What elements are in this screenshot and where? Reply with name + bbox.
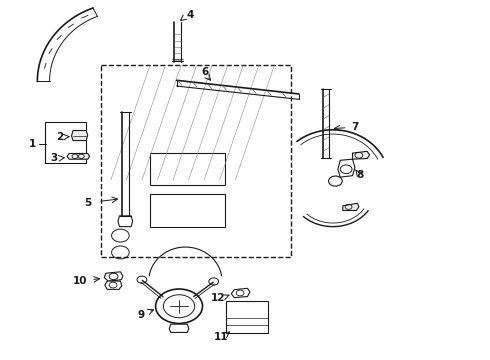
Bar	[45, 122, 86, 163]
Circle shape	[329, 176, 342, 186]
Polygon shape	[169, 324, 189, 332]
Polygon shape	[67, 153, 90, 159]
Polygon shape	[105, 281, 122, 289]
Polygon shape	[338, 159, 355, 177]
Text: 7: 7	[351, 122, 359, 132]
Bar	[150, 194, 225, 226]
Bar	[226, 301, 268, 333]
Polygon shape	[352, 151, 369, 159]
Text: 10: 10	[73, 276, 87, 286]
Text: 9: 9	[138, 310, 145, 320]
Text: 2: 2	[56, 132, 63, 142]
Polygon shape	[72, 131, 88, 140]
Text: 3: 3	[50, 153, 57, 163]
Text: 8: 8	[356, 170, 364, 180]
Text: 6: 6	[201, 67, 209, 77]
Polygon shape	[231, 288, 250, 298]
Polygon shape	[104, 272, 123, 281]
Bar	[150, 153, 225, 185]
Text: 4: 4	[187, 10, 194, 20]
Polygon shape	[343, 203, 359, 211]
Text: 11: 11	[213, 332, 228, 342]
Text: 12: 12	[211, 293, 225, 303]
Text: 5: 5	[84, 198, 91, 208]
Text: 1: 1	[29, 139, 36, 149]
